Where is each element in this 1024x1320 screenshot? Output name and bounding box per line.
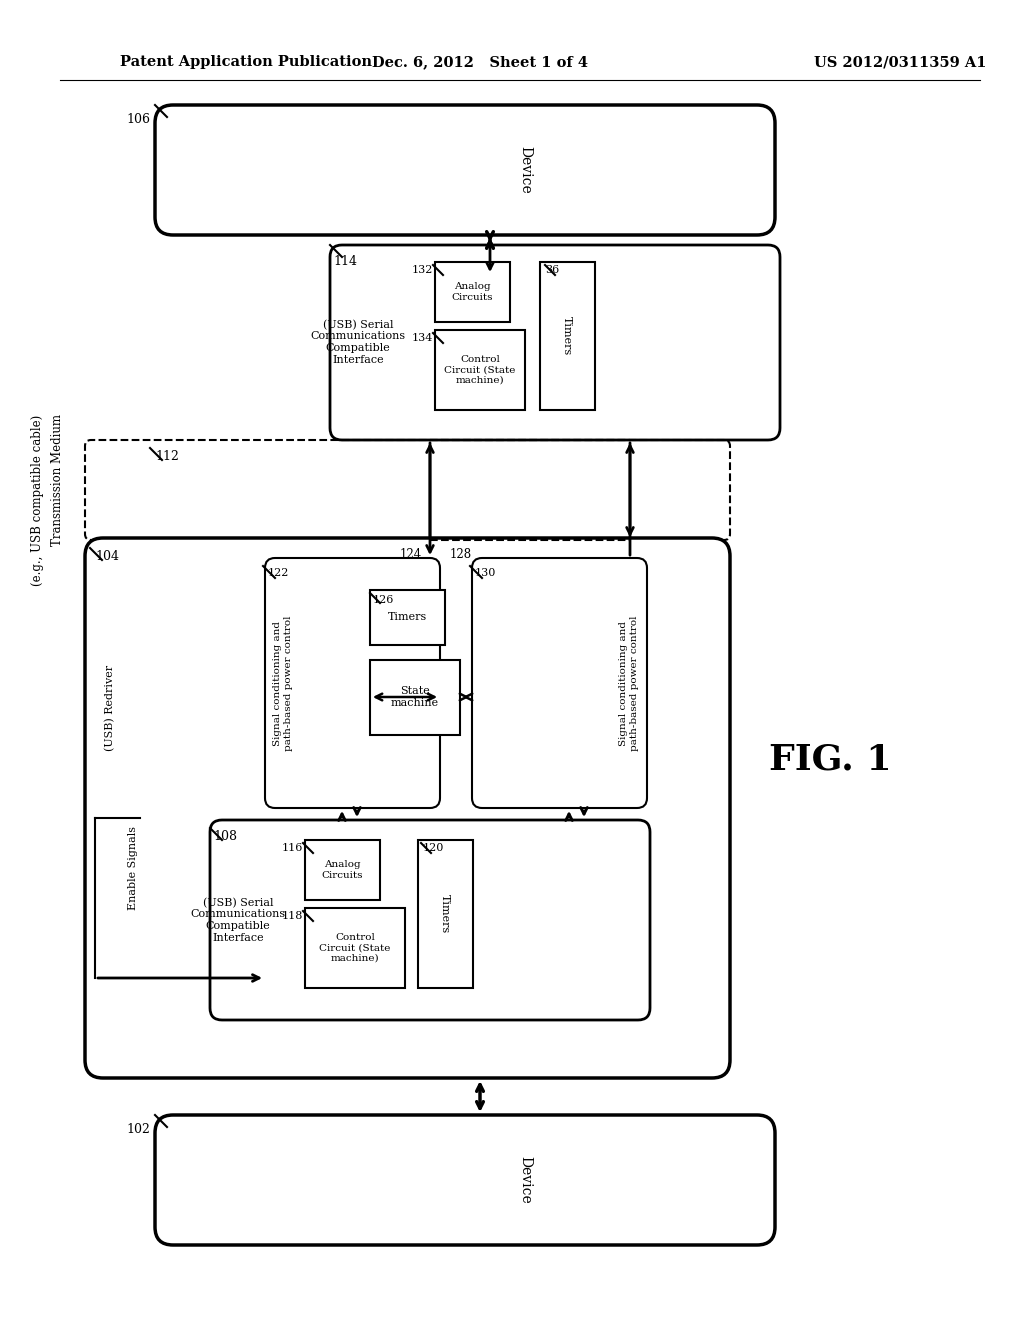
Text: (USB) Serial
Communications
Compatible
Interface: (USB) Serial Communications Compatible I… (190, 898, 286, 942)
Text: 116: 116 (282, 843, 303, 853)
Text: Patent Application Publication: Patent Application Publication (120, 55, 372, 69)
Bar (370, 660, 460, 735)
FancyBboxPatch shape (472, 558, 647, 808)
Bar (418, 840, 473, 987)
Text: 118: 118 (282, 911, 303, 921)
Text: Control
Circuit (State
machine): Control Circuit (State machine) (319, 933, 391, 962)
Text: (USB) Serial
Communications
Compatible
Interface: (USB) Serial Communications Compatible I… (310, 319, 406, 364)
FancyBboxPatch shape (330, 246, 780, 440)
Text: 36: 36 (545, 265, 559, 275)
FancyBboxPatch shape (155, 106, 775, 235)
Text: State
machine: State machine (391, 686, 439, 708)
Text: 124: 124 (399, 548, 422, 561)
Text: 128: 128 (450, 548, 472, 561)
Text: 122: 122 (268, 568, 290, 578)
Text: US 2012/0311359 A1: US 2012/0311359 A1 (814, 55, 986, 69)
Text: Timers: Timers (562, 317, 572, 355)
Text: 106: 106 (126, 114, 150, 125)
Text: (USB) Redriver: (USB) Redriver (104, 665, 115, 751)
Text: Enable Signals: Enable Signals (128, 826, 138, 909)
Bar (305, 908, 406, 987)
Text: (e.g., USB compatible cable): (e.g., USB compatible cable) (32, 414, 44, 586)
Text: FIG. 1: FIG. 1 (769, 743, 891, 777)
Text: 102: 102 (126, 1123, 150, 1137)
Text: 134: 134 (412, 333, 433, 343)
Text: 126: 126 (373, 595, 394, 605)
Text: 104: 104 (95, 550, 119, 564)
Text: 112: 112 (155, 450, 179, 463)
Bar (540, 261, 595, 411)
Text: Control
Circuit (State
machine): Control Circuit (State machine) (444, 355, 516, 385)
Text: Dec. 6, 2012   Sheet 1 of 4: Dec. 6, 2012 Sheet 1 of 4 (372, 55, 588, 69)
Text: Timers: Timers (440, 895, 450, 933)
Text: 108: 108 (213, 830, 237, 843)
FancyBboxPatch shape (155, 1115, 775, 1245)
Text: 114: 114 (333, 255, 357, 268)
Text: Signal conditioning and
path-based power control: Signal conditioning and path-based power… (620, 615, 639, 751)
FancyBboxPatch shape (210, 820, 650, 1020)
Text: 132: 132 (412, 265, 433, 275)
Text: Timers: Timers (387, 612, 427, 622)
Text: Signal conditioning and
path-based power control: Signal conditioning and path-based power… (273, 615, 293, 751)
Text: Analog
Circuits: Analog Circuits (322, 861, 362, 879)
Text: Transmission Medium: Transmission Medium (51, 414, 65, 546)
Text: 130: 130 (475, 568, 497, 578)
Text: Device: Device (518, 1156, 532, 1204)
Bar (370, 590, 445, 645)
FancyBboxPatch shape (85, 539, 730, 1078)
FancyBboxPatch shape (265, 558, 440, 808)
Bar (435, 330, 525, 411)
Bar (435, 261, 510, 322)
Bar (305, 840, 380, 900)
Text: Device: Device (518, 147, 532, 194)
Text: 120: 120 (423, 843, 444, 853)
Text: Analog
Circuits: Analog Circuits (452, 282, 493, 302)
